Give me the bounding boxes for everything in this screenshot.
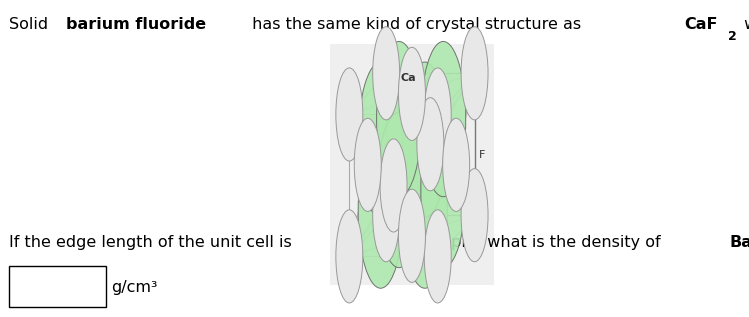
Text: CaF: CaF bbox=[685, 16, 718, 31]
FancyBboxPatch shape bbox=[330, 44, 494, 285]
Text: F: F bbox=[479, 150, 485, 159]
Ellipse shape bbox=[336, 68, 363, 161]
Ellipse shape bbox=[421, 42, 466, 197]
Ellipse shape bbox=[336, 210, 363, 303]
Text: g/cm³: g/cm³ bbox=[112, 280, 158, 295]
Ellipse shape bbox=[443, 118, 470, 211]
Text: has the same kind of crystal structure as: has the same kind of crystal structure a… bbox=[247, 16, 586, 31]
Ellipse shape bbox=[373, 27, 400, 120]
Ellipse shape bbox=[421, 113, 466, 268]
Ellipse shape bbox=[424, 210, 451, 303]
Ellipse shape bbox=[377, 42, 422, 197]
Text: If the edge length of the unit cell is: If the edge length of the unit cell is bbox=[9, 235, 297, 250]
Text: Solid: Solid bbox=[9, 16, 53, 31]
Ellipse shape bbox=[380, 139, 407, 232]
Ellipse shape bbox=[417, 98, 444, 191]
Text: BaF: BaF bbox=[730, 235, 749, 250]
FancyBboxPatch shape bbox=[9, 266, 106, 307]
Ellipse shape bbox=[373, 169, 400, 262]
Ellipse shape bbox=[358, 133, 403, 288]
Ellipse shape bbox=[402, 62, 447, 217]
Ellipse shape bbox=[398, 189, 425, 282]
Text: barium fluoride: barium fluoride bbox=[66, 16, 206, 31]
Ellipse shape bbox=[358, 62, 403, 217]
Text: which is pictured below:: which is pictured below: bbox=[739, 16, 749, 31]
Ellipse shape bbox=[461, 27, 488, 120]
Ellipse shape bbox=[354, 118, 381, 211]
Text: 2: 2 bbox=[728, 29, 736, 42]
Ellipse shape bbox=[461, 169, 488, 262]
Ellipse shape bbox=[424, 68, 451, 161]
Ellipse shape bbox=[377, 113, 422, 268]
Text: 618.4: 618.4 bbox=[380, 235, 431, 250]
Ellipse shape bbox=[402, 133, 447, 288]
Text: Ca: Ca bbox=[401, 73, 416, 83]
Ellipse shape bbox=[398, 47, 425, 140]
Text: pm, what is the density of: pm, what is the density of bbox=[446, 235, 666, 250]
